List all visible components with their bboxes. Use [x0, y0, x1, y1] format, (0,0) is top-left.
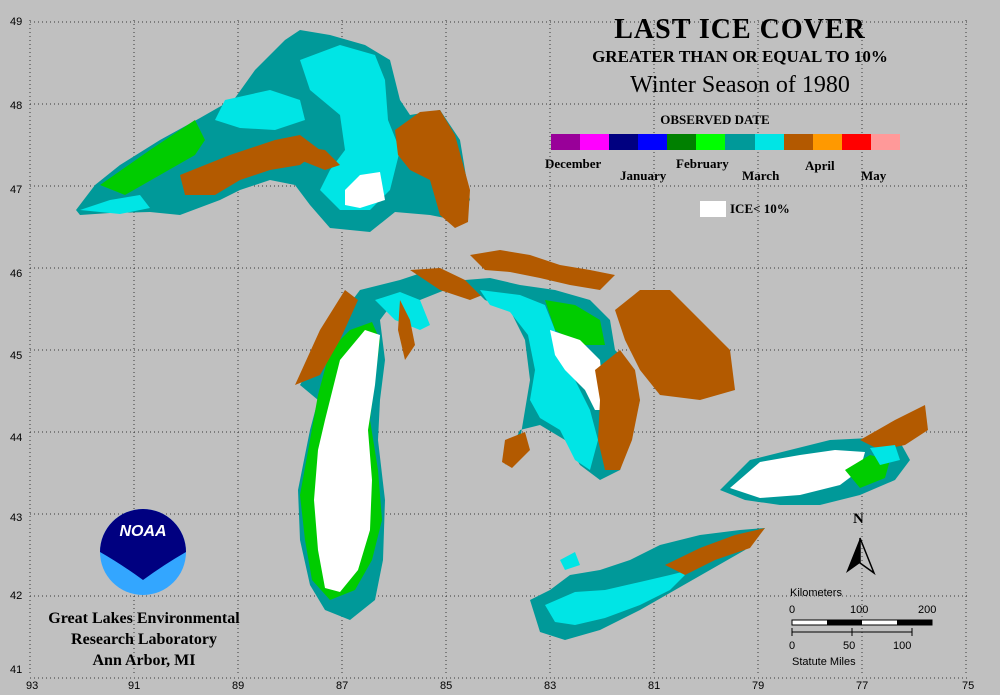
lon-label: 91: [128, 680, 141, 692]
lon-label: 87: [336, 680, 349, 692]
lab-credit: Great Lakes Environmental Research Labor…: [24, 608, 264, 671]
lat-label: 45: [10, 350, 23, 362]
lab-line-2: Research Laboratory: [71, 631, 217, 648]
lake-michigan: [295, 268, 490, 620]
lat-label: 49: [10, 16, 23, 28]
legend-swatch: [696, 134, 726, 150]
scale-mi-tick: 50: [843, 640, 856, 652]
legend-swatch: [667, 134, 697, 150]
ice-legend-label: ICE< 10%: [730, 201, 790, 216]
lake-superior: [76, 30, 470, 232]
title-block: LAST ICE COVER GREATER THAN OR EQUAL TO …: [540, 14, 940, 102]
legend-swatch: [609, 134, 639, 150]
lon-label: 93: [26, 680, 39, 692]
lat-label: 46: [10, 268, 23, 280]
season-label: Winter Season of 1980: [630, 72, 850, 98]
legend-swatch: [812, 134, 842, 150]
map-subtitle: GREATER THAN OR EQUAL TO 10%: [592, 47, 888, 66]
noaa-logo-text: NOAA: [119, 523, 166, 540]
lon-label: 77: [856, 680, 869, 692]
legend-swatch: [638, 134, 668, 150]
north-label: N: [853, 511, 864, 527]
scale-km-tick: 200: [918, 604, 937, 616]
lon-label: 85: [440, 680, 453, 692]
noaa-logo: NOAA: [100, 509, 186, 595]
scale-mi-tick: 100: [893, 640, 912, 652]
lon-label: 83: [544, 680, 557, 692]
lon-label: 89: [232, 680, 245, 692]
legend-month-february: February: [676, 156, 729, 171]
legend-month-april: April: [805, 158, 835, 173]
lat-label: 44: [10, 432, 23, 444]
lon-label: 75: [962, 680, 975, 692]
lake-huron: [465, 250, 735, 480]
scale-mi-tick: 0: [789, 640, 796, 652]
scale-km-title: Kilometers: [790, 587, 842, 599]
legend-month-january: January: [620, 168, 667, 183]
lat-label: 48: [10, 100, 23, 112]
scale-km-tick: 0: [789, 604, 796, 616]
map-title: LAST ICE COVER: [614, 14, 866, 45]
legend-swatch: [870, 134, 900, 150]
legend-swatch: [551, 134, 581, 150]
legend-swatch: [725, 134, 755, 150]
lat-label: 41: [10, 664, 23, 676]
legend-month-march: March: [742, 168, 780, 183]
lon-label: 79: [752, 680, 765, 692]
legend-swatch: [580, 134, 610, 150]
lat-label: 43: [10, 512, 23, 524]
lon-label: 81: [648, 680, 661, 692]
lat-label: 42: [10, 590, 23, 602]
legend-swatch: [783, 134, 813, 150]
legend-month-december: December: [545, 156, 602, 171]
lake-erie: [530, 528, 765, 640]
legend-swatch: [754, 134, 784, 150]
lab-line-3: Ann Arbor, MI: [92, 652, 196, 669]
legend-heading: OBSERVED DATE: [660, 112, 770, 127]
lab-line-1: Great Lakes Environmental: [48, 610, 240, 627]
legend-swatch: [841, 134, 871, 150]
lake-ontario: [720, 405, 928, 505]
scale-km-tick: 100: [850, 604, 869, 616]
lat-label: 47: [10, 184, 23, 196]
legend-month-may: May: [861, 168, 887, 183]
scale-bar: [791, 619, 933, 636]
ice-legend-swatch: [700, 201, 726, 217]
legend-color-bar: [551, 134, 900, 150]
scale-mi-title: Statute Miles: [792, 656, 856, 668]
north-arrow: [846, 537, 876, 576]
